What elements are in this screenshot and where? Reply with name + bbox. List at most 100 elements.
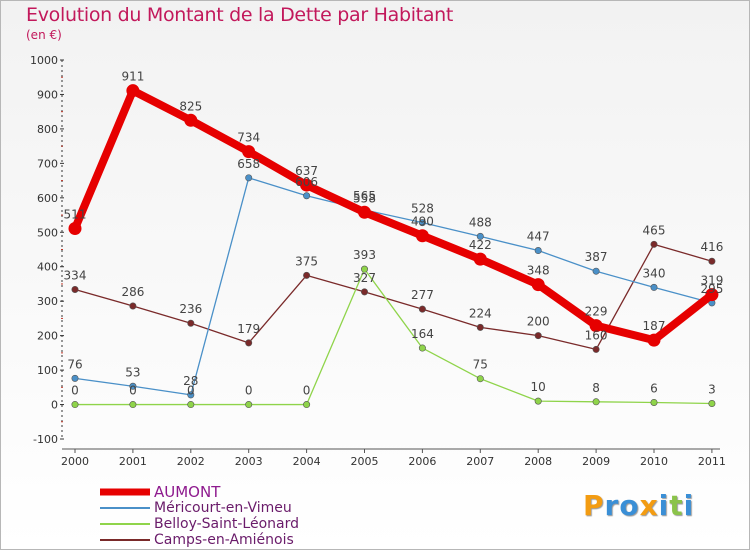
y-tick-label: 200 [37,330,58,343]
data-label: 393 [353,248,376,262]
legend-swatch-camps [100,539,150,541]
data-point [589,319,603,333]
data-label: 75 [473,358,488,372]
data-point [650,398,658,406]
data-label: 558 [353,191,376,205]
data-point [71,285,79,293]
logo-letter: r [604,489,620,522]
data-label: 0 [187,384,195,398]
data-point [187,391,195,399]
data-label: 236 [179,302,202,316]
data-label: 319 [700,274,723,288]
logo-letter: t [669,489,684,522]
y-tick-label: 600 [37,192,58,205]
legend-swatch-aumont [100,488,150,496]
data-point [358,205,371,219]
data-point [476,375,484,383]
legend-item-aumont: AUMONT [100,483,299,501]
data-label: 327 [353,271,376,285]
data-point [129,302,137,310]
data-label: 200 [527,315,550,329]
proxiti-logo: Proxiti [583,489,694,522]
x-tick-label: 2006 [408,455,436,468]
x-tick-label: 2002 [177,455,205,468]
data-label: 375 [295,254,318,268]
y-tick-label: 800 [37,123,58,136]
data-point [708,257,716,265]
data-point [534,397,542,405]
data-label: 416 [700,240,723,254]
y-tick-label: -100 [33,433,58,446]
data-label: 465 [643,223,666,237]
data-point [129,401,137,409]
data-label: 422 [469,238,492,252]
chart-subtitle: (en €) [26,28,62,42]
legend-item-belloy: Belloy-Saint-Léonard [100,516,299,532]
legend-label: Méricourt-en-Vimeu [154,500,292,516]
data-label: 447 [527,230,550,244]
data-point [71,374,79,382]
data-point [534,332,542,340]
data-label: 911 [121,70,144,84]
data-label: 528 [411,202,434,216]
data-point [300,178,314,192]
data-label: 734 [237,131,260,145]
data-label: 511 [64,207,87,221]
data-label: 10 [531,380,546,394]
data-point [705,288,719,302]
x-tick-label: 2011 [698,455,726,468]
data-label: 160 [585,328,608,342]
data-label: 179 [237,322,260,336]
data-label: 0 [129,384,137,398]
y-tick-label: 700 [37,157,58,170]
data-label: 565 [353,189,376,203]
data-label: 825 [179,99,202,113]
data-label: 637 [295,164,318,178]
data-point [360,265,368,273]
data-label: 187 [643,319,666,333]
data-point [187,319,195,327]
data-point [708,400,716,408]
y-tick-label: 500 [37,226,58,239]
data-point [415,229,429,243]
data-point [129,382,137,390]
data-label: 658 [237,157,260,171]
data-point [650,283,658,291]
data-point [592,267,600,275]
legend-label: Belloy-Saint-Léonard [154,516,300,532]
data-label: 348 [527,264,550,278]
legend-swatch-mericourt [100,507,150,509]
data-label: 53 [125,365,140,379]
data-point [476,323,484,331]
x-tick-label: 2009 [582,455,610,468]
data-label: 6 [650,381,658,395]
data-point [418,344,426,352]
data-point [184,113,198,127]
legend-label: AUMONT [154,483,221,501]
x-tick-label: 2010 [640,455,668,468]
y-tick-label: 400 [37,261,58,274]
x-tick-label: 2004 [293,455,321,468]
data-point [531,278,545,292]
legend-label: Camps-en-Amiénois [154,532,294,548]
data-point [647,333,661,347]
x-tick-label: 2005 [351,455,379,468]
data-label: 229 [585,305,608,319]
data-label: 0 [245,384,253,398]
data-label: 334 [64,268,87,282]
series-line-0 [71,86,716,345]
y-tick-label: 900 [37,88,58,101]
data-point [187,401,195,409]
data-label: 387 [585,250,608,264]
legend-item-camps: Camps-en-Amiénois [100,532,299,548]
x-tick-label: 2001 [119,455,147,468]
data-point [245,174,253,182]
data-point [534,247,542,255]
data-point [245,401,253,409]
x-tick-label: 2000 [61,455,89,468]
legend-item-mericourt: Méricourt-en-Vimeu [100,500,299,516]
data-point [303,192,311,200]
data-label: 295 [700,282,723,296]
x-tick-label: 2008 [524,455,552,468]
data-point [592,345,600,353]
